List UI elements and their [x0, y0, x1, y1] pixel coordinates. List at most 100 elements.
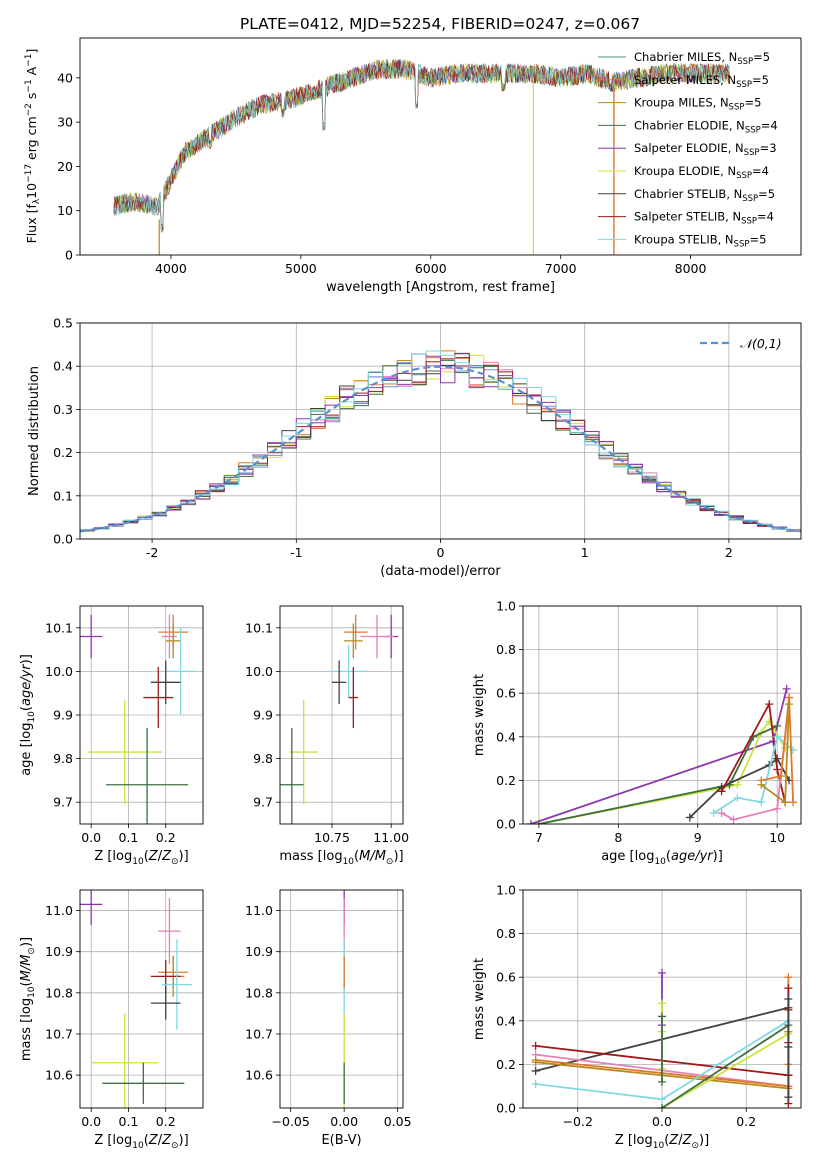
y-axis-label: mass [log10(M/M⊙)]: [19, 937, 37, 1061]
x-tick-label: 0.2: [156, 830, 176, 845]
legend-text: Chabrier MILES, N: [634, 50, 737, 64]
y-tick-label: 0: [65, 248, 73, 263]
x-tick-label: 0.0: [81, 830, 101, 845]
weight-marker: [781, 798, 790, 807]
plot-area: [80, 350, 801, 533]
normal-curve: [80, 365, 801, 533]
errorbar-point: [280, 728, 304, 824]
weight-series: [531, 968, 793, 1108]
x-axis-label-part: E(B-V): [321, 1133, 361, 1148]
axes-frame: [279, 889, 404, 1109]
y-axis-label-part: ]: [24, 49, 39, 54]
weight-marker: [784, 1042, 793, 1051]
y-tick-label: 0.0: [496, 817, 516, 832]
x-axis-label-part: (: [666, 849, 671, 864]
weight-marker: [773, 765, 782, 774]
axes-frame: [522, 889, 802, 1109]
y-axis-label-part: age/yr: [19, 663, 34, 706]
legend-text: Salpeter STELIB, N: [634, 210, 741, 224]
ticks: -2 -1 0 1 2 0.0 0.1 0.2 0.3 0.4 0.5: [53, 316, 733, 561]
weight-marker: [526, 820, 535, 824]
legend-entry: Chabrier MILES, NSSP=5: [634, 50, 770, 67]
weight-marker: [785, 700, 794, 709]
y-tick-label: 9.7: [53, 795, 73, 810]
legend-entry: Salpeter MILES, NSSP=5: [634, 73, 769, 90]
weight-marker: [531, 1041, 540, 1050]
x-tick-label: −0.2: [563, 1114, 593, 1129]
x-axis-label-part: )]: [713, 849, 723, 864]
x-tick-label: 0.1: [119, 1114, 139, 1129]
ticks: 0.0 0.1 0.2 10.6 10.7 10.8 10.9 11.0: [45, 903, 176, 1129]
x-axis-label: wavelength [Angstrom, rest frame]: [326, 280, 555, 295]
x-axis-label-part: Z: [161, 849, 172, 864]
legend-sub: SSP: [729, 103, 745, 113]
axes-frame: [79, 322, 802, 540]
x-axis-label-part: 10: [343, 857, 355, 867]
weight-marker: [773, 804, 782, 813]
legend-entry: Kroupa ELODIE, NSSP=4: [634, 164, 769, 181]
weight-marker: [773, 754, 782, 763]
weight-line: [530, 688, 788, 824]
y-axis-label-part: λ: [32, 198, 42, 204]
histogram-outline: [80, 353, 801, 532]
errorbar-point: [87, 699, 162, 805]
weight-series: [526, 684, 798, 824]
weight-marker: [782, 684, 791, 693]
y-tick-label: 0.2: [496, 773, 516, 788]
y-tick-label: 9.8: [53, 751, 73, 766]
legend-text: Chabrier STELIB, N: [634, 187, 742, 201]
x-axis-label-part: (: [354, 849, 359, 864]
axes-mass_weight_vs_Z: −0.2 0.0 0.20.00.20.40.60.81.0Z [log10(Z/Z…: [472, 883, 802, 1151]
errorbar-point: [150, 660, 181, 705]
x-axis-label-part: )]: [699, 1133, 709, 1148]
y-tick-label: 0.8: [496, 642, 516, 657]
legend-sub: SSP: [736, 80, 752, 90]
errorbar-points: [280, 614, 399, 824]
plot-area: [526, 684, 798, 824]
errorbar-point: [162, 614, 177, 659]
gridlines: [280, 606, 403, 824]
legend-tail: =4: [761, 118, 778, 132]
legend-text: Chabrier ELODIE, N: [634, 118, 745, 132]
weight-marker: [685, 813, 694, 822]
y-axis-label-part: 10: [24, 183, 39, 199]
y-tick-label: 0.0: [53, 532, 73, 547]
axes-age_vs_mass: 10.75 11.00 9.7 9.8 9.9 10.0 10.1 mass [log10(M…: [245, 605, 409, 867]
weight-marker: [784, 984, 793, 993]
legend-sub: SSP: [742, 194, 758, 204]
weight-marker: [733, 793, 742, 802]
y-axis-label: Flux [fλ10−17 erg cm−2 s−1 A−1]: [24, 49, 42, 244]
legend-text: Kroupa MILES, N: [634, 96, 729, 110]
weight-marker: [784, 995, 793, 1003]
x-axis-label: Z [log10(Z/Z⊙)]: [94, 1133, 188, 1151]
x-tick-label: 10: [769, 830, 785, 845]
ticks: −0.05 0.00 0.05 10.6 10.7 10.8 10.9 11.0: [245, 903, 411, 1129]
errorbar-points: [80, 614, 196, 824]
x-tick-label: 0.00: [330, 1114, 358, 1129]
spectrum-series: [113, 59, 730, 230]
y-tick-label: 0.2: [496, 1057, 516, 1072]
x-tick-label: 4000: [155, 261, 187, 276]
weight-marker: [765, 700, 774, 709]
axes-frame: [79, 37, 802, 256]
y-axis-label-part: A: [24, 66, 39, 79]
legend-tail: =5: [752, 73, 769, 87]
y-tick-label: 9.7: [253, 795, 273, 810]
legend-tail: =5: [749, 232, 766, 246]
y-tick-label: 10: [57, 203, 73, 218]
weight-marker: [777, 772, 786, 781]
legend: 𝒩(0,1): [700, 336, 782, 351]
y-axis-label-part: mass [log: [19, 998, 34, 1061]
ticks: 10.75 11.00 9.7 9.8 9.9 10.0 10.1: [245, 620, 409, 845]
y-axis-label-part: 10: [27, 986, 37, 998]
y-axis-label-part: −1: [24, 79, 34, 92]
errorbar-point: [102, 1062, 185, 1104]
y-tick-label: 30: [57, 115, 73, 130]
y-tick-label: 10.8: [245, 985, 273, 1000]
y-axis-label-part: )]: [19, 937, 34, 947]
weight-marker: [757, 780, 766, 789]
x-axis-label-part: ⊙: [691, 1141, 699, 1151]
legend-text: Kroupa ELODIE, N: [634, 164, 736, 178]
x-axis-label-part: )]: [179, 1133, 189, 1148]
